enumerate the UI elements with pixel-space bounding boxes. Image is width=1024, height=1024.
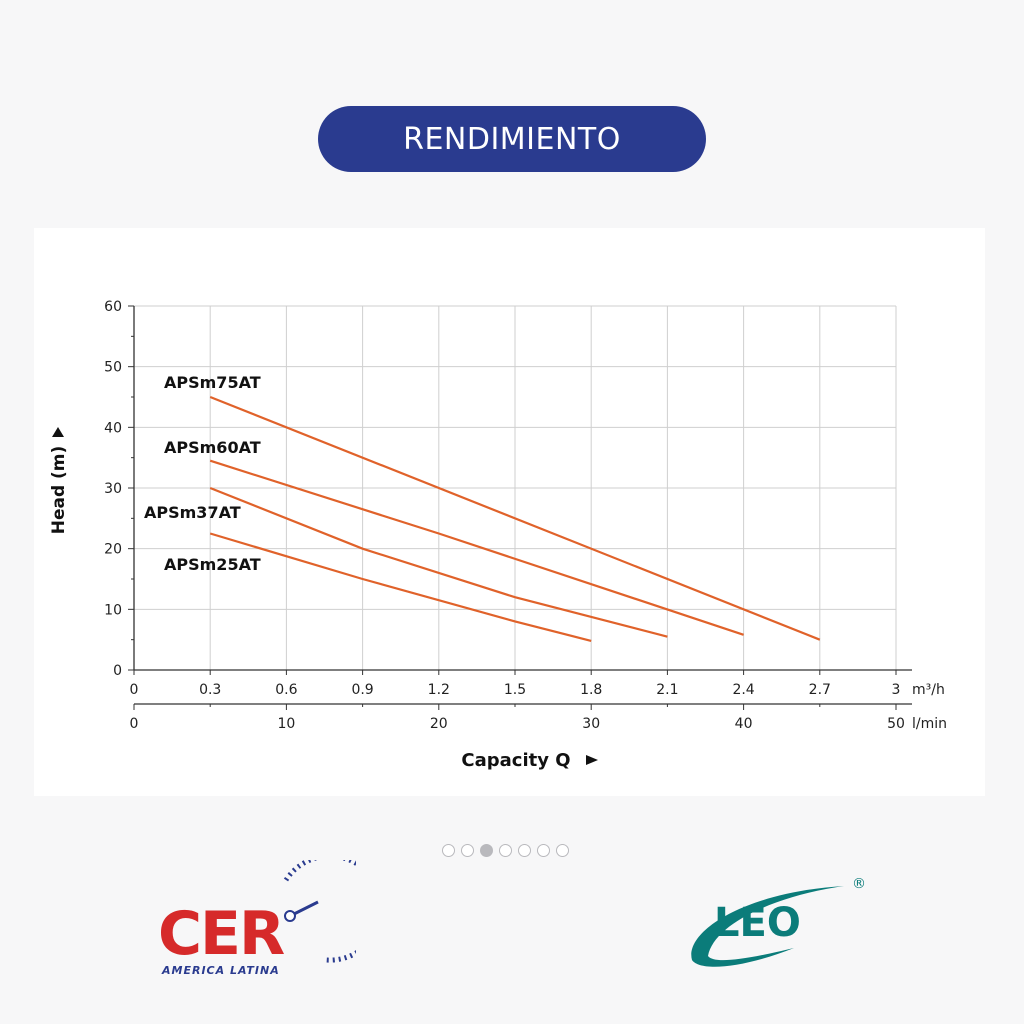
series-line-apsm37at	[209, 486, 668, 638]
y-tick-label: 50	[104, 360, 122, 376]
x2-tick-label: 0	[130, 716, 139, 732]
registered-mark: ®	[852, 876, 866, 892]
x-tick-label: 1.8	[580, 682, 602, 698]
series-label: APSm75AT	[164, 373, 261, 392]
x-tick-label: 2.4	[732, 682, 754, 698]
x-axis-label: Capacity Q	[461, 750, 570, 771]
y-tick-label: 60	[104, 299, 122, 315]
leo-logo-text: LEO	[714, 900, 801, 946]
x-tick-label: 0.3	[199, 682, 221, 698]
x2-tick-label: 40	[735, 716, 753, 732]
x2-axis-unit: l/min	[912, 716, 947, 732]
series-label: APSm37AT	[144, 503, 241, 522]
x-tick-label: 2.7	[809, 682, 831, 698]
gauge-icon	[283, 853, 385, 963]
y-tick-label: 10	[104, 602, 122, 618]
y-tick-label: 40	[104, 420, 122, 436]
x-tick-label: 1.2	[428, 682, 450, 698]
series-label: APSm25AT	[164, 555, 261, 574]
y-tick-label: 0	[113, 663, 122, 679]
cer-logo-subtitle: AMERICA LATINA	[161, 964, 280, 977]
x2-tick-label: 30	[582, 716, 600, 732]
leo-logo[interactable]: LEO ®	[684, 872, 874, 977]
carousel-dot-7[interactable]	[556, 844, 569, 857]
cer-logo-graphic: CER AMERICA LATINA	[158, 853, 385, 977]
y-axis-arrow-icon	[52, 427, 64, 437]
carousel-dot-2[interactable]	[461, 844, 474, 857]
x-tick-label: 0.9	[351, 682, 373, 698]
performance-chart-card: 0 10 20 30 40 50 60 0 0.3 0.6 0.9 1.2 1.5 1.8 2.1 2.4 2.…	[34, 228, 985, 796]
carousel-dot-1[interactable]	[442, 844, 455, 857]
y-tick-label: 20	[104, 542, 122, 558]
x-tick-label: 3	[892, 682, 901, 698]
series-line-apsm75at	[209, 395, 821, 641]
leo-logo-graphic: LEO ®	[691, 876, 866, 967]
swoosh-icon	[691, 886, 844, 967]
x-tick-label: 1.5	[504, 682, 526, 698]
y-tick-label: 30	[104, 481, 122, 497]
carousel-dot-3[interactable]	[480, 844, 493, 857]
y-axis-label: Head (m)	[49, 446, 69, 535]
cer-logo[interactable]: CER AMERICA LATINA	[156, 853, 385, 985]
cer-logo-text: CER	[158, 899, 284, 969]
x2-tick-label: 50	[887, 716, 905, 732]
series-line-apsm60at	[209, 459, 744, 636]
x2-tick-label: 10	[277, 716, 295, 732]
carousel-dot-6[interactable]	[537, 844, 550, 857]
page-title: RENDIMIENTO	[318, 106, 706, 172]
carousel-dot-5[interactable]	[518, 844, 531, 857]
carousel-dot-4[interactable]	[499, 844, 512, 857]
carousel-dots	[442, 844, 569, 857]
x-tick-label: 0	[130, 682, 139, 698]
x-axis-arrow-icon	[586, 755, 598, 765]
series-label: APSm60AT	[164, 438, 261, 457]
x-axis-unit: m³/h	[912, 682, 945, 698]
x-tick-label: 0.6	[275, 682, 297, 698]
series-line-apsm25at	[209, 532, 592, 642]
x-tick-label: 2.1	[656, 682, 678, 698]
x2-tick-label: 20	[430, 716, 448, 732]
